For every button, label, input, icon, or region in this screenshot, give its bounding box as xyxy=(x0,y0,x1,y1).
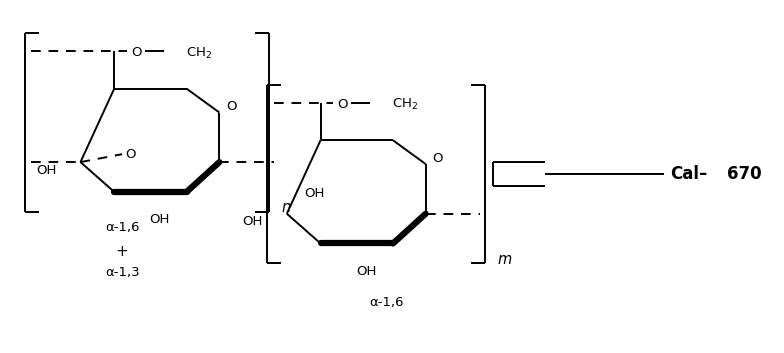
Text: Cal–: Cal– xyxy=(670,165,707,183)
Text: CH$_2$: CH$_2$ xyxy=(186,46,212,60)
Text: OH: OH xyxy=(356,265,376,278)
Text: O: O xyxy=(226,100,237,113)
Text: O: O xyxy=(125,148,136,161)
Text: CH$_2$: CH$_2$ xyxy=(392,97,418,112)
Text: O: O xyxy=(433,152,443,164)
Text: OH: OH xyxy=(242,215,263,228)
Text: $m$: $m$ xyxy=(497,252,513,267)
Text: 670: 670 xyxy=(728,165,762,183)
Text: O: O xyxy=(337,98,347,111)
Text: OH: OH xyxy=(305,187,325,201)
Text: α-1,6: α-1,6 xyxy=(105,221,140,234)
Text: OH: OH xyxy=(36,163,56,176)
Text: α-1,3: α-1,3 xyxy=(105,266,140,279)
Text: α-1,6: α-1,6 xyxy=(368,297,403,310)
Text: OH: OH xyxy=(150,213,170,226)
Text: O: O xyxy=(131,47,141,59)
Text: $n$: $n$ xyxy=(281,200,291,215)
Text: +: + xyxy=(116,244,129,259)
